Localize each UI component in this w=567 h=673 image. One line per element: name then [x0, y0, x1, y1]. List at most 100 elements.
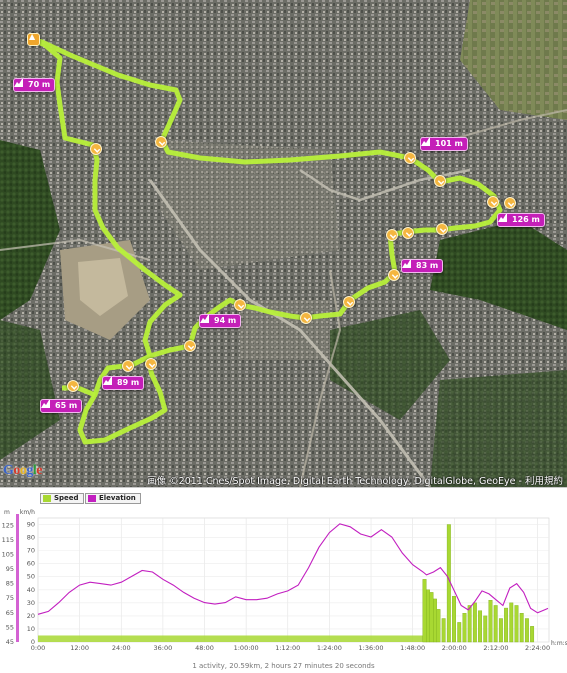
elevation-axis-bar: [16, 514, 19, 642]
elevation-value: 83 m: [416, 261, 439, 270]
logo-letter: e: [36, 463, 42, 478]
elevation-label[interactable]: 101 m: [420, 137, 468, 151]
checkpoint-icon[interactable]: [300, 312, 312, 324]
legend-speed[interactable]: Speed: [40, 493, 84, 504]
checkpoint-icon[interactable]: [145, 358, 157, 370]
x-tick-label: 1:24:00: [317, 644, 342, 652]
elevation-value: 89 m: [117, 378, 140, 387]
elevation-tick-label: 125: [2, 521, 14, 529]
x-tick-label: 1:12:00: [275, 644, 300, 652]
checkpoint-icon[interactable]: [90, 143, 102, 155]
speed-bar: [441, 618, 446, 643]
elevation-value: 126 m: [512, 215, 540, 224]
speed-elevation-chart[interactable]: 0:00 12:00 24:00 36:00 48:00 1:00:00 1:12:00 1:…: [0, 488, 567, 660]
speed-bar: [504, 607, 509, 643]
checkpoint-icon[interactable]: [67, 380, 79, 392]
elevation-label[interactable]: 83 m: [401, 259, 444, 273]
google-logo: Google: [3, 463, 42, 479]
activity-summary: 1 activity, 20.59km, 2 hours 27 minutes …: [192, 662, 375, 670]
elevation-line: [37, 523, 549, 615]
route-track: [30, 37, 503, 359]
elevation-label[interactable]: 65 m: [40, 399, 83, 413]
checkpoint-icon[interactable]: [404, 152, 416, 164]
logo-letter: G: [3, 463, 14, 478]
speed-bar: [422, 579, 427, 643]
speed-bar: [436, 609, 441, 643]
checkpoint-icon[interactable]: [388, 269, 400, 281]
elevation-icon: [103, 377, 112, 385]
speed-tick-label: 20: [27, 612, 35, 620]
checkpoint-icon[interactable]: [487, 196, 499, 208]
speed-bar: [483, 615, 488, 643]
speed-bar: [524, 618, 529, 643]
speed-bar: [462, 613, 467, 643]
speed-bar: [472, 602, 477, 643]
checkpoint-icon[interactable]: [504, 197, 516, 209]
elevation-label[interactable]: 94 m: [199, 314, 242, 328]
elevation-value: 94 m: [214, 316, 237, 325]
x-tick-label: 2:12:00: [483, 644, 508, 652]
legend-elevation-label: Elevation: [99, 494, 136, 502]
speed-bar: [509, 602, 514, 643]
elevation-tick-label: 115: [2, 536, 14, 544]
elevation-icon: [402, 260, 411, 268]
elevation-icon: [41, 400, 50, 408]
checkpoint-icon[interactable]: [402, 227, 414, 239]
x-tick-label: 0:00: [31, 644, 46, 652]
logo-letter: g: [26, 463, 33, 478]
speed-tick-label: 90: [27, 521, 35, 529]
speed-tick-label: 80: [27, 534, 35, 542]
x-tick-label: 24:00: [112, 644, 131, 652]
checkpoint-icon[interactable]: [343, 296, 355, 308]
map-attribution[interactable]: 画像 ©2011 Cnes/Spot Image, Digital Earth …: [147, 476, 563, 487]
elevation-tick-label: 105: [2, 550, 14, 558]
checkpoint-icon[interactable]: [434, 175, 446, 187]
legend-elevation[interactable]: Elevation: [85, 493, 141, 504]
start-icon[interactable]: [27, 32, 40, 46]
map-imagery: [0, 0, 567, 487]
speed-bar: [488, 600, 493, 643]
elevation-value: 65 m: [55, 401, 78, 410]
elevation-label[interactable]: 89 m: [102, 376, 145, 390]
speed-bar: [514, 605, 519, 643]
logo-letter: o: [13, 463, 20, 478]
x-tick-label: 1:48:00: [400, 644, 425, 652]
elevation-swatch: [88, 495, 96, 502]
x-tick-label: 36:00: [154, 644, 173, 652]
elevation-axis-unit: m: [4, 509, 10, 516]
legend-speed-label: Speed: [54, 494, 79, 502]
speed-tick-label: 70: [27, 547, 35, 555]
speed-tick-label: 60: [27, 560, 35, 568]
speed-bar: [429, 592, 434, 643]
x-axis-unit: h:m:s: [551, 640, 567, 647]
elevation-icon: [14, 79, 23, 87]
satellite-map[interactable]: 70 m 101 m 126 m 83 m 94 m 89 m 65 m Goo…: [0, 0, 567, 487]
checkpoint-icon[interactable]: [436, 223, 448, 235]
checkpoint-icon[interactable]: [386, 229, 398, 241]
speed-baseline-bar: [38, 635, 424, 642]
speed-bar: [493, 605, 498, 643]
logo-letter: l: [32, 463, 37, 478]
checkpoint-icon[interactable]: [184, 340, 196, 352]
elevation-value: 70 m: [28, 80, 51, 89]
checkpoint-icon[interactable]: [122, 360, 134, 372]
checkpoint-icon[interactable]: [155, 136, 167, 148]
elevation-label[interactable]: 70 m: [13, 78, 56, 92]
checkpoint-icon[interactable]: [234, 299, 246, 311]
elevation-tick-label: 55: [6, 623, 14, 631]
elevation-icon: [421, 138, 430, 146]
speed-bar: [478, 610, 483, 643]
speed-axis-unit: km/h: [20, 509, 35, 516]
speed-bar: [433, 598, 437, 643]
elevation-icon: [498, 214, 507, 222]
speed-bar: [457, 622, 462, 643]
speed-tick-label: 50: [27, 573, 35, 581]
elevation-icon: [200, 315, 209, 323]
elevation-tick-label: 45: [6, 638, 14, 646]
speed-bar: [452, 596, 456, 643]
x-tick-label: 12:00: [70, 644, 89, 652]
x-tick-label: 1:36:00: [359, 644, 384, 652]
speed-tick-label: 30: [27, 599, 35, 607]
speed-bar: [467, 605, 472, 643]
elevation-label[interactable]: 126 m: [497, 213, 545, 227]
